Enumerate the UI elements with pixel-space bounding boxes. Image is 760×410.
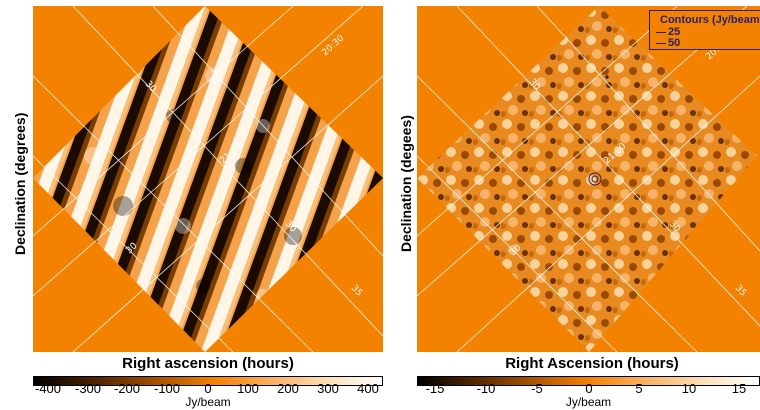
left-colorbar-tick: -400 — [34, 381, 62, 396]
right-colorbar-tick: 0 — [585, 381, 593, 396]
right-colorbar-unit: Jy/beam — [565, 395, 612, 409]
left-colorbar-tick: -200 — [113, 381, 141, 396]
left-colorbar-ticks: -400 -300 -200 -100 0 100 200 300 400 — [33, 381, 383, 396]
contour-markers — [588, 75, 609, 186]
right-x-axis-label: Right Ascension (hours) — [505, 355, 679, 372]
right-colorbar-tick: -10 — [476, 381, 496, 396]
left-colorbar-tick: 200 — [277, 381, 299, 396]
left-colorbar-unit: Jy/beam — [185, 395, 231, 409]
left-map-panel: 20:30 30 21:00 30 30 35 — [33, 6, 383, 352]
left-colorbar-tick: 400 — [357, 381, 379, 396]
left-colorbar-tick: 0 — [204, 381, 212, 396]
left-colorbar-tick: -300 — [74, 381, 102, 396]
legend-item: 50 — [656, 37, 680, 49]
left-colorbar-tick: -100 — [153, 381, 181, 396]
right-colorbar-ticks: -15 -10 -5 0 5 10 15 — [417, 381, 760, 396]
left-map-image: 20:30 30 21:00 30 30 35 — [33, 6, 383, 352]
left-y-axis-label: Declination (degrees) — [12, 112, 28, 255]
left-colorbar-tick: 300 — [317, 381, 339, 396]
contour-legend: Contours (Jy/beam) 25 50 — [649, 10, 760, 50]
right-colorbar-tick: 15 — [731, 381, 747, 396]
left-colorbar — [33, 376, 383, 386]
left-colorbar-tick: 100 — [237, 381, 259, 396]
legend-item: 25 — [656, 26, 680, 38]
right-colorbar-tick: 5 — [635, 381, 643, 396]
right-colorbar-tick: -15 — [425, 381, 445, 396]
right-y-axis-label: Declination (degees) — [398, 115, 414, 252]
right-map-panel: 20:30 30 21:00 30 30 35 Contours (Jy/bea… — [417, 6, 760, 352]
right-colorbar-tick: -5 — [531, 381, 543, 396]
legend-title: Contours (Jy/beam) — [660, 14, 760, 26]
right-map-image: 20:30 30 21:00 30 30 35 — [417, 6, 760, 352]
right-colorbar-tick: 10 — [681, 381, 697, 396]
left-x-axis-label: Right ascension (hours) — [122, 355, 294, 372]
